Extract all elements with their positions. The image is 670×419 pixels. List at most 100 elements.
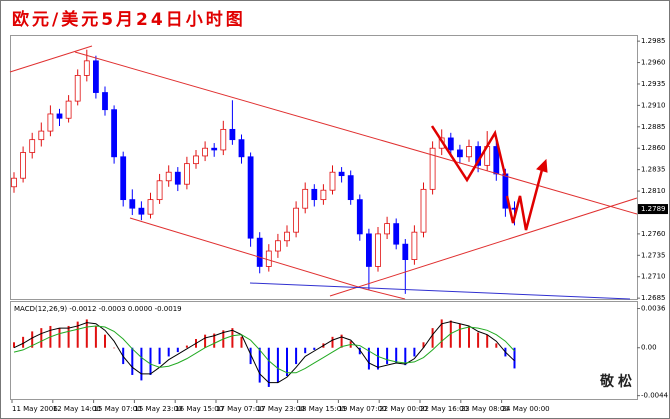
macd-bar	[286, 347, 288, 377]
candle-body	[502, 173, 509, 209]
y-tick-label: -0.0044	[641, 392, 669, 400]
x-tick-label: 23 May 08:00	[461, 405, 509, 413]
candle-body	[74, 75, 81, 102]
macd-bar	[395, 347, 398, 363]
candle-body	[102, 92, 108, 111]
y-tick-label: 1.2735	[641, 251, 666, 259]
current-price-label: 1.2789	[641, 205, 666, 213]
macd-bar	[58, 328, 61, 348]
x-tick-label: 12 May 14:00	[53, 405, 101, 413]
macd-bar	[477, 332, 480, 348]
candle-body	[11, 177, 17, 188]
x-tick-label: 11 May 2006	[12, 405, 58, 413]
macd-bar	[185, 345, 188, 348]
macd-line	[13, 321, 515, 384]
chart-title: 欧元/美元5月24日小时图	[12, 9, 246, 30]
macd-bar	[386, 347, 389, 365]
candle-body	[129, 199, 136, 209]
y-tick-label: 0.00	[641, 344, 657, 352]
candle-body	[302, 188, 309, 209]
trend-line	[74, 51, 638, 215]
candle-body	[356, 199, 363, 235]
x-tick-label: 18 May 15:00	[298, 405, 346, 413]
macd-bar	[313, 347, 316, 350]
y-tick-label: 1.2885	[641, 123, 666, 131]
macd-bar	[404, 347, 407, 366]
macd-bar	[377, 347, 379, 370]
macd-bar	[486, 334, 489, 348]
macd-bar	[413, 347, 416, 357]
y-tick-label: 1.2685	[641, 294, 666, 302]
y-tick-label: 0.0036	[641, 305, 666, 313]
macd-bar	[176, 347, 179, 353]
y-tick-label: 1.2935	[641, 80, 666, 88]
current-price-box	[638, 204, 668, 215]
candle-body	[193, 155, 199, 165]
trend-line	[129, 217, 366, 290]
x-tick-label: 15 May 23:00	[134, 405, 182, 413]
candle-body	[238, 139, 245, 158]
macd-bar	[204, 334, 207, 348]
candle-body	[202, 147, 209, 157]
macd-bar	[240, 336, 243, 348]
candle-body	[420, 188, 427, 233]
candle-body	[384, 223, 391, 235]
candle-body	[20, 152, 27, 179]
candle-body	[165, 171, 172, 182]
y-tick-label: 1.2810	[641, 187, 666, 195]
macd-panel	[10, 301, 638, 400]
macd-bar	[31, 331, 34, 348]
trend-line	[9, 45, 93, 73]
macd-bar	[331, 336, 334, 348]
x-tick-label: 17 May 23:00	[257, 405, 305, 413]
macd-bar	[440, 319, 443, 348]
candle-body	[229, 128, 236, 141]
candle-body	[220, 128, 227, 151]
candle-body	[293, 207, 300, 233]
candle-body	[111, 109, 117, 158]
candle-body	[320, 189, 327, 201]
macd-bar	[13, 342, 15, 348]
x-tick-label: 22 May 00:00	[379, 405, 427, 413]
candle-body	[174, 171, 181, 185]
macd-bar	[513, 347, 516, 369]
macd-bar	[167, 347, 170, 357]
candle-body	[375, 233, 381, 267]
candle-body	[402, 243, 409, 260]
x-tick-label: 15 May 07:00	[94, 405, 142, 413]
macd-bar	[295, 347, 298, 365]
y-tick-label: 1.2985	[641, 37, 666, 45]
macd-bar	[304, 347, 307, 354]
candle-body	[447, 137, 454, 151]
macd-bar	[367, 347, 370, 370]
macd-bar	[22, 336, 25, 348]
candle-body	[247, 156, 254, 239]
macd-bar	[267, 347, 270, 387]
x-tick-label: 24 May 00:00	[502, 405, 550, 413]
candle-body	[311, 188, 318, 201]
forecast-arrow	[505, 165, 545, 231]
price-panel	[10, 35, 638, 300]
macd-bar	[458, 323, 461, 348]
y-tick-label: 1.2760	[641, 230, 666, 238]
macd-bar	[258, 347, 261, 383]
candle-body	[274, 240, 281, 252]
candle-body	[38, 130, 45, 141]
x-tick-label: 17 May 07:00	[216, 405, 264, 413]
signal-line	[13, 325, 515, 374]
macd-bar	[422, 342, 425, 348]
candle-body	[284, 231, 290, 242]
macd-bar	[40, 328, 43, 348]
macd-bar	[85, 319, 88, 348]
y-tick-label: 1.2860	[641, 144, 666, 152]
y-tick-label: 1.2960	[641, 59, 666, 67]
candle-body	[147, 199, 154, 215]
macd-bar	[231, 328, 234, 348]
candle-body	[120, 156, 127, 201]
macd-bar	[431, 328, 434, 348]
trend-line	[249, 282, 631, 300]
macd-bar	[67, 325, 70, 348]
candle-body	[156, 180, 163, 201]
pattern-line	[430, 125, 507, 183]
